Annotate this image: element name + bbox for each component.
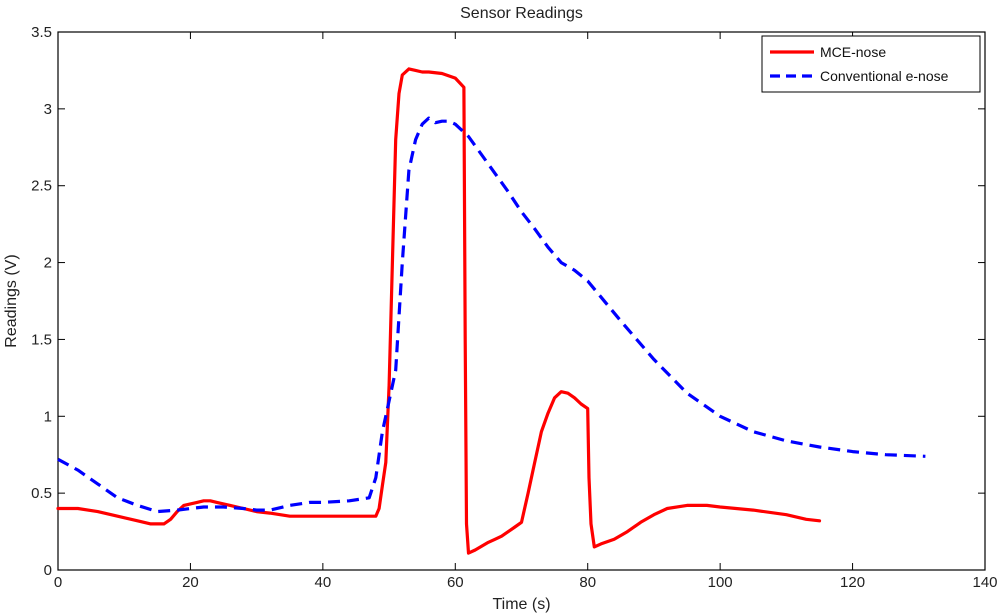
data-lines <box>56 67 926 555</box>
x-tick-label: 80 <box>579 574 596 591</box>
y-tick-label: 0 <box>44 562 52 579</box>
legend-label-mce-nose: MCE-nose <box>820 44 886 60</box>
legend-label-conventional-e-nose: Conventional e-nose <box>820 68 949 84</box>
x-tick-label: 100 <box>708 574 733 591</box>
chart-title: Sensor Readings <box>460 5 583 22</box>
x-axis-title: Time (s) <box>492 596 550 613</box>
x-tick-label: 60 <box>447 574 464 591</box>
y-tick-label: 3 <box>44 101 52 118</box>
plot-frame <box>57 31 986 571</box>
legend: MCE-nose Conventional e-nose <box>761 35 981 93</box>
series-line-mce-nose <box>56 67 822 555</box>
x-tick-label: 120 <box>840 574 865 591</box>
plot-area <box>57 31 986 571</box>
y-axis-title: Readings (V) <box>3 254 20 347</box>
x-tick-label: 20 <box>182 574 199 591</box>
y-tick-label: 3.5 <box>31 24 52 41</box>
y-tick-label: 2 <box>44 255 52 272</box>
x-tick-label: 40 <box>315 574 332 591</box>
y-tick-label: 1 <box>44 408 52 425</box>
y-tick-label: 1.5 <box>31 331 52 348</box>
series-line-conventional-e-nose <box>57 116 926 514</box>
x-tick-label: 0 <box>54 574 62 591</box>
axis-ticks: 0 20 40 60 80 100 120 140 0 0.5 1 1.5 2 2.5 3 3.5 <box>31 24 997 591</box>
y-tick-label: 0.5 <box>31 485 52 502</box>
legend-box <box>761 35 981 93</box>
y-tick-label: 2.5 <box>31 178 52 195</box>
x-tick-label: 140 <box>972 574 997 591</box>
